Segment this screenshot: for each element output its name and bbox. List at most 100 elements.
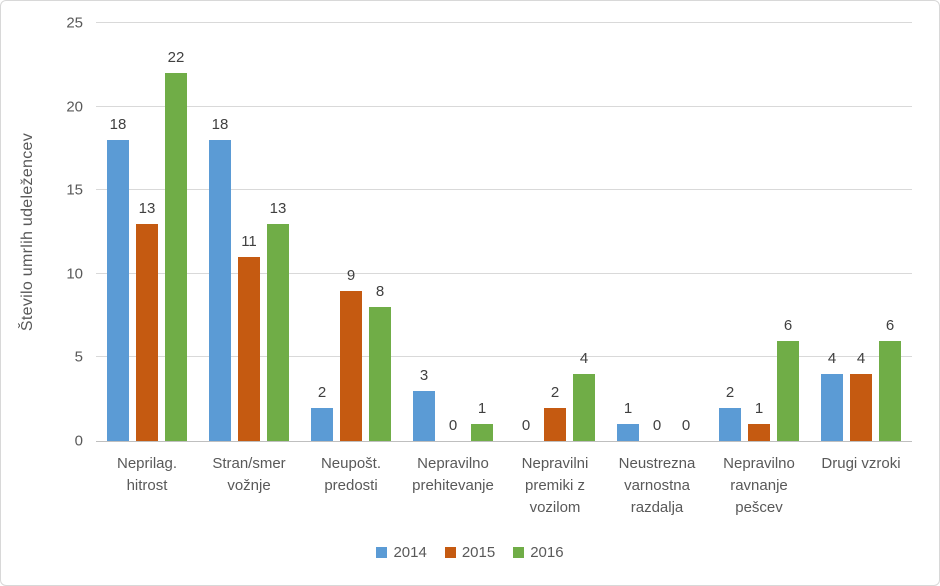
bar-2015: 1 — [748, 23, 770, 441]
category-label: Neprilag. hitrost — [116, 455, 178, 494]
plot-area: 18 13 22 18 11 13 2 9 8 3 0 1 0 2 4 1 0 0 2 1 6 4 4 6 — [96, 22, 912, 442]
bar-2016: 6 — [879, 23, 901, 441]
bar-2015: 0 — [442, 23, 464, 441]
bar-2016: 6 — [777, 23, 799, 441]
legend-swatch — [444, 547, 456, 558]
bar-2016: 8 — [369, 23, 391, 441]
bar-2016: 22 — [165, 23, 187, 441]
bar-2016: 0 — [675, 23, 697, 441]
bar-2015: 2 — [544, 23, 566, 441]
legend: 2014 2015 2016 — [1, 544, 939, 561]
y-tick-label-20: 20 — [66, 98, 83, 116]
bar-rect — [311, 407, 333, 441]
legend-label: 2015 — [461, 544, 496, 561]
legend-swatch — [376, 547, 388, 558]
bar-group: 18 11 13 — [198, 23, 300, 441]
category-label: Neupošt. predosti — [320, 455, 382, 494]
bar-value-label: 0 — [448, 417, 458, 434]
bar-rect — [369, 307, 391, 441]
bar-2014: 3 — [413, 23, 435, 441]
bar-rect — [777, 340, 799, 441]
y-axis-ticks: 0 5 10 15 20 25 — [41, 16, 83, 449]
bar-value-label: 18 — [109, 116, 127, 134]
bar-rect — [471, 424, 493, 441]
y-tick-label-25: 25 — [66, 14, 83, 32]
bar-value-label: 1 — [623, 400, 633, 418]
gridline-15 — [96, 189, 912, 191]
y-tick-label-5: 5 — [74, 348, 83, 366]
bar-rect — [719, 407, 741, 441]
legend-label: 2016 — [530, 544, 564, 561]
category-label: Neustrezna varnostna razdalja — [618, 455, 696, 516]
bar-group: 1 0 0 — [606, 23, 708, 441]
bar-value-label: 8 — [375, 283, 385, 301]
bar-groups: 18 13 22 18 11 13 2 9 8 3 0 1 0 2 4 1 0 0 2 1 6 4 4 6 — [96, 23, 912, 441]
legend-item-2015: 2015 — [444, 544, 496, 561]
bar-rect — [136, 223, 158, 441]
bar-group: 3 0 1 — [402, 23, 504, 441]
bar-rect — [850, 374, 872, 441]
bar-value-label: 13 — [138, 199, 156, 217]
category-label: Nepravilni premiki z vozilom — [521, 455, 589, 516]
bar-value-label: 2 — [317, 383, 327, 401]
bar-value-label: 4 — [579, 350, 589, 368]
y-axis-title: Število umrlih udeležencev — [19, 132, 36, 332]
bar-value-label: 2 — [550, 383, 560, 401]
bar-2014: 2 — [719, 23, 741, 441]
bar-rect — [267, 223, 289, 441]
bar-group: 0 2 4 — [504, 23, 606, 441]
bar-group: 2 9 8 — [300, 23, 402, 441]
bar-2015: 4 — [850, 23, 872, 441]
bar-rect — [165, 73, 187, 441]
legend-label: 2014 — [393, 544, 427, 561]
bar-group: 2 1 6 — [708, 23, 810, 441]
category-label: Drugi vzroki — [821, 455, 901, 472]
bar-rect — [821, 374, 843, 441]
y-tick-label-10: 10 — [66, 265, 83, 283]
bar-rect — [413, 390, 435, 441]
bar-value-label: 4 — [827, 350, 837, 368]
category-label: Stran/smer vožnje — [212, 455, 286, 494]
bar-group: 4 4 6 — [810, 23, 912, 441]
bar-value-label: 11 — [241, 233, 257, 251]
bar-2016: 4 — [573, 23, 595, 441]
category-label: Nepravilno ravnanje pešcev — [723, 455, 795, 516]
bar-2014: 18 — [209, 23, 231, 441]
bar-value-label: 0 — [681, 417, 691, 434]
bar-rect — [748, 424, 770, 441]
bar-2014: 0 — [515, 23, 537, 441]
bar-value-label: 2 — [725, 383, 735, 401]
bar-2015: 9 — [340, 23, 362, 441]
bar-2015: 13 — [136, 23, 158, 441]
bar-2014: 18 — [107, 23, 129, 441]
x-axis-labels: Neprilag. hitrost Stran/smer vožnje Neupoš… — [96, 453, 912, 519]
bar-value-label: 22 — [167, 49, 185, 67]
bar-rect — [879, 340, 901, 441]
bar-rect — [209, 140, 231, 441]
bar-value-label: 0 — [521, 417, 531, 434]
bar-value-label: 9 — [346, 266, 356, 284]
bar-rect — [238, 257, 260, 441]
bar-2015: 11 — [238, 23, 260, 441]
legend-item-2016: 2016 — [513, 544, 564, 561]
bar-2016: 13 — [267, 23, 289, 441]
bar-value-label: 1 — [754, 400, 764, 418]
category-label: Nepravilno prehitevanje — [412, 455, 494, 494]
y-tick-label-15: 15 — [66, 181, 83, 199]
bar-value-label: 3 — [419, 366, 429, 384]
bar-group: 18 13 22 — [96, 23, 198, 441]
bar-value-label: 1 — [477, 400, 487, 418]
bar-2015: 0 — [646, 23, 668, 441]
bar-value-label: 6 — [885, 316, 895, 334]
bar-value-label: 0 — [652, 417, 662, 434]
bar-2016: 1 — [471, 23, 493, 441]
gridline-5 — [96, 356, 912, 358]
legend-swatch — [513, 547, 525, 558]
gridline-10 — [96, 272, 912, 274]
bar-rect — [573, 374, 595, 441]
bar-2014: 1 — [617, 23, 639, 441]
y-tick-label-0: 0 — [74, 432, 83, 450]
bar-rect — [340, 290, 362, 441]
bar-value-label: 18 — [211, 116, 229, 134]
